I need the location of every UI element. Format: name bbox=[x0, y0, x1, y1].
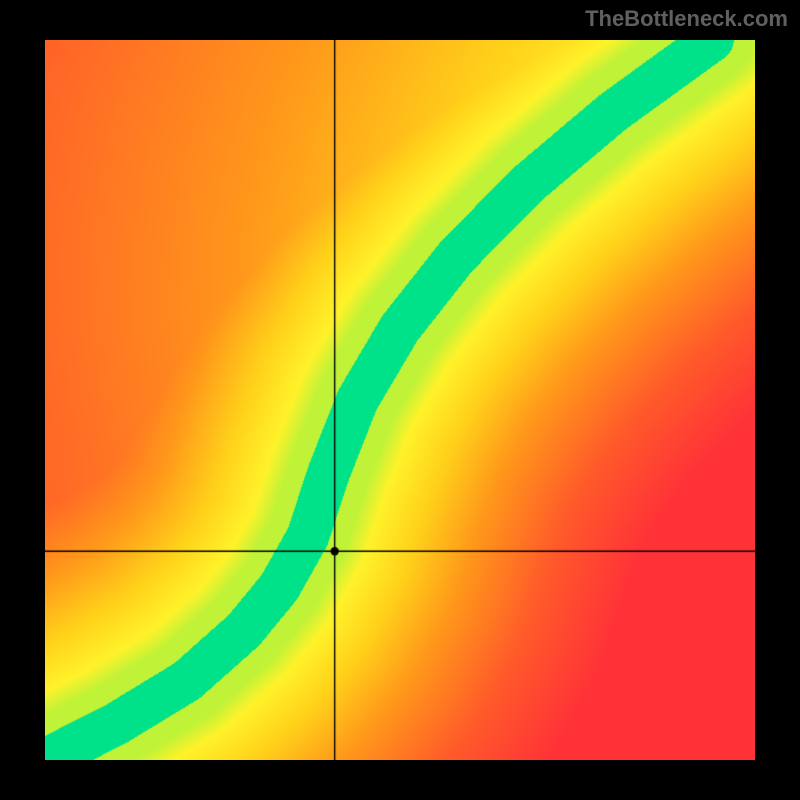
heatmap-canvas bbox=[45, 40, 755, 760]
watermark-text: TheBottleneck.com bbox=[585, 6, 788, 32]
bottleneck-heatmap bbox=[45, 40, 755, 760]
